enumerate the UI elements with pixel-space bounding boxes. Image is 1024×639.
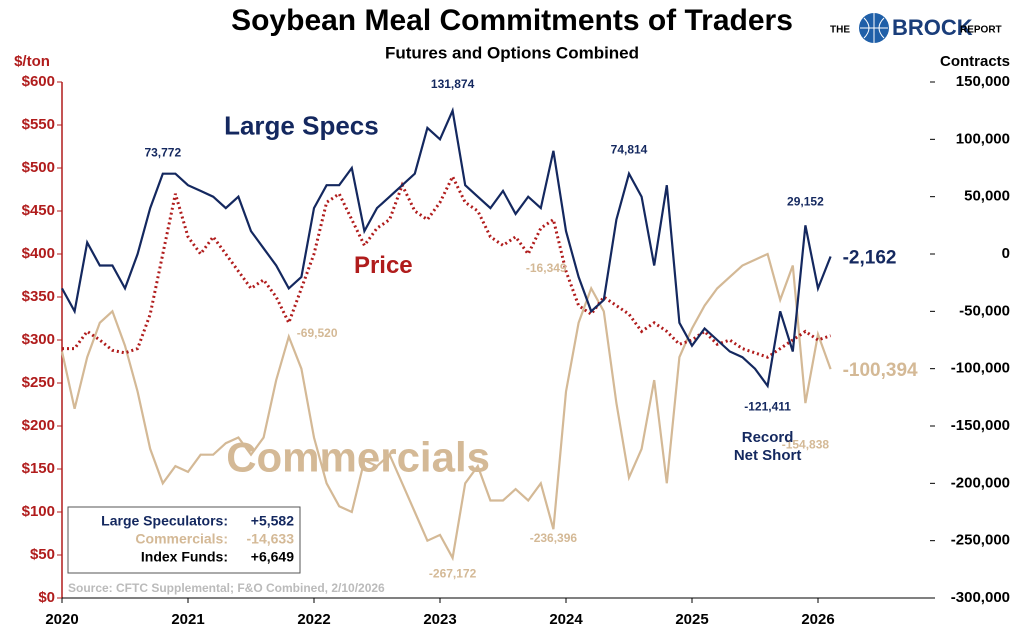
x-tick-label: 2025	[675, 611, 708, 628]
y-tick-label: $600	[22, 73, 55, 90]
y-axis-title: $/ton	[14, 53, 50, 70]
annotation: 74,814	[611, 142, 648, 156]
x-tick-label: 2020	[45, 611, 78, 628]
x-tick-label: 2024	[549, 611, 583, 628]
change-value: +6,649	[251, 549, 294, 565]
annotation: -16,349	[526, 261, 567, 275]
series-line	[60, 252, 832, 562]
brand-text: BROCK	[892, 15, 973, 40]
y-tick-label: $450	[22, 202, 55, 219]
change-value: +5,582	[251, 513, 294, 529]
change-name: Commercials:	[135, 531, 228, 547]
y-tick-label: $400	[22, 245, 55, 262]
y-tick-label: $0	[38, 589, 55, 606]
y-tick-label: $100	[22, 503, 55, 520]
y-tick-label: $500	[22, 159, 55, 176]
series-line	[62, 173, 832, 359]
annotation: -100,394	[843, 360, 918, 381]
annotation-note: Net Short	[734, 447, 802, 464]
y-tick-label: $300	[22, 331, 55, 348]
annotation: -2,162	[843, 247, 897, 268]
y-tick-label: $250	[22, 374, 55, 391]
y2-tick-label: -250,000	[951, 532, 1010, 549]
annotation: 73,772	[144, 146, 181, 160]
y-tick-label: $550	[22, 116, 55, 133]
y2-axis-title: Contracts	[940, 53, 1010, 70]
y2-tick-label: -50,000	[959, 302, 1010, 319]
series-line	[61, 106, 832, 389]
plot: $0 $50 $100 $150 $200 $250 $300 $350 $400 $450 $50…	[22, 73, 1010, 628]
annotation: 29,152	[787, 195, 824, 209]
source: Source: CFTC Supplemental; F&O Combined,…	[68, 581, 385, 595]
x-tick-label: 2021	[171, 611, 204, 628]
chart-title: Soybean Meal Commitments of Traders	[231, 4, 793, 37]
y2-tick-label: 150,000	[956, 73, 1010, 90]
y2-tick-label: -150,000	[951, 417, 1010, 434]
y-tick-label: $350	[22, 288, 55, 305]
y2-tick-label: 0	[1002, 245, 1010, 262]
brand-logo: THE BROCK REPORT	[830, 13, 1002, 43]
change-name: Large Speculators:	[101, 513, 228, 529]
x-tick-label: 2023	[423, 611, 456, 628]
y2-tick-label: 100,000	[956, 130, 1010, 147]
change-box	[67, 506, 301, 574]
series-label: Price	[354, 252, 413, 279]
x-tick-label: 2026	[801, 611, 834, 628]
brand-text: REPORT	[960, 25, 1002, 36]
x-tick-label: 2022	[297, 611, 330, 628]
annotation-note: Record	[742, 429, 794, 446]
annotation: -154,838	[782, 438, 830, 452]
brand-globe-lines	[860, 13, 888, 43]
y-tick-label: $200	[22, 417, 55, 434]
annotation: -69,520	[297, 326, 338, 340]
y-tick-label: $150	[22, 460, 55, 477]
annotation: -267,172	[429, 567, 477, 581]
y2-tick-label: -100,000	[951, 360, 1010, 377]
annotation: 131,874	[431, 77, 475, 91]
series-label: Large Specs	[224, 111, 379, 141]
annotation: -121,411	[744, 399, 791, 413]
change-name: Index Funds:	[141, 549, 228, 565]
annotation: -236,396	[530, 531, 578, 545]
y-tick-label: $50	[30, 546, 55, 563]
y2-tick-label: -300,000	[951, 589, 1010, 606]
brand-text: THE	[830, 25, 850, 36]
change-value: -14,633	[247, 531, 295, 547]
chart-subtitle: Futures and Options Combined	[385, 43, 639, 62]
y2-tick-label: -200,000	[951, 474, 1010, 491]
series-label: Commercials	[226, 433, 490, 480]
y2-tick-label: 50,000	[964, 188, 1010, 205]
